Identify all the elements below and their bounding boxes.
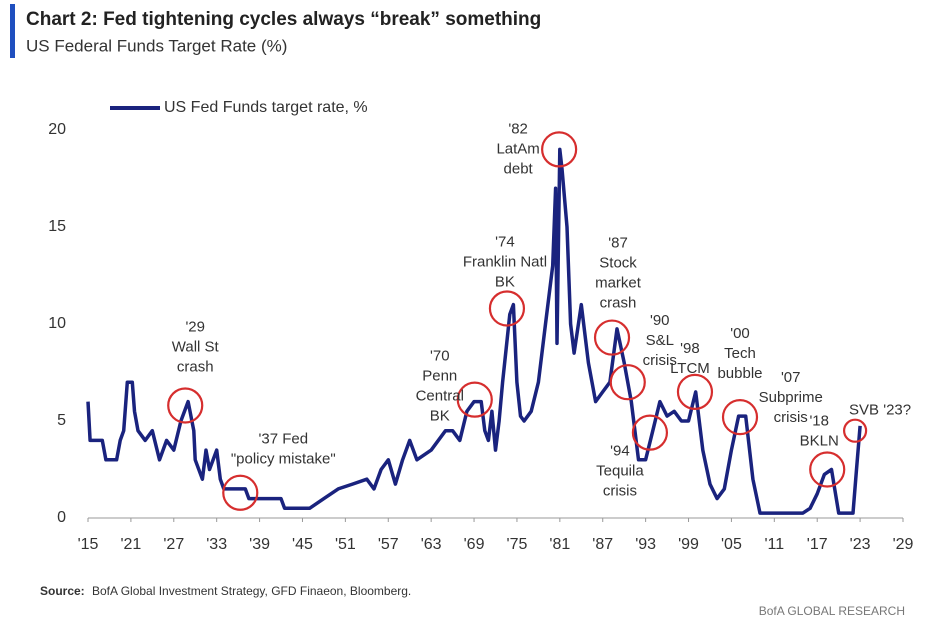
event-label: Tech: [724, 345, 756, 362]
event-circle: [631, 414, 669, 451]
event-label: Wall St: [172, 338, 220, 355]
x-tick-label: '39: [249, 536, 270, 553]
event-label: '29: [185, 318, 205, 335]
event-label: '70: [430, 348, 450, 365]
event-label: Penn: [422, 368, 457, 385]
event-circle: [676, 373, 714, 410]
event-label: '82: [508, 120, 528, 137]
y-tick-label: 5: [57, 412, 66, 429]
event-label: crisis: [643, 352, 677, 369]
event-label: BK: [430, 408, 450, 425]
event-label: '90: [650, 312, 670, 329]
event-circle: [843, 418, 868, 443]
event-label: Franklin Natl: [463, 253, 547, 270]
event-circle: [456, 381, 493, 418]
x-tick-label: '93: [635, 536, 656, 553]
event-label: BK: [495, 273, 515, 290]
x-tick-label: '81: [549, 536, 570, 553]
source: BofA Global Investment Strategy, GFD Fin…: [92, 584, 411, 598]
event-label: '94: [610, 443, 630, 460]
event-label: debt: [504, 160, 534, 177]
event-circle: [222, 474, 259, 511]
event-label: "policy mistake": [231, 451, 336, 468]
event-label: Subprime: [759, 389, 823, 406]
x-tick-label: '29: [893, 536, 914, 553]
event-label: Central: [416, 388, 464, 405]
event-label: '00: [730, 325, 750, 342]
event-label: LatAm: [496, 140, 539, 157]
x-tick-label: '21: [120, 536, 141, 553]
event-label: crisis: [603, 483, 637, 500]
title-accent: [10, 4, 15, 58]
x-tick-label: '57: [378, 536, 399, 553]
event-label: market: [595, 275, 642, 292]
rate-line: [86, 147, 862, 515]
event-label: crash: [600, 295, 637, 312]
event-circle: [721, 399, 759, 436]
event-circle: [609, 364, 646, 401]
y-tick-label: 0: [57, 509, 66, 526]
event-label: '98: [680, 340, 700, 357]
event-label: bubble: [717, 365, 762, 382]
x-tick-label: '05: [721, 536, 742, 553]
x-tick-label: '87: [592, 536, 613, 553]
footer: BofA GLOBAL RESEARCH: [759, 604, 905, 618]
x-tick-label: '27: [163, 536, 184, 553]
event-label: crash: [177, 358, 214, 375]
chart-title: Chart 2: Fed tightening cycles always “b…: [26, 9, 541, 30]
legend-label: US Fed Funds target rate, %: [164, 99, 368, 116]
event-label: '37 Fed: [258, 431, 308, 448]
event-circle: [593, 319, 631, 356]
event-label: '18: [809, 412, 829, 429]
y-tick-label: 20: [48, 121, 66, 138]
x-tick-label: '99: [678, 536, 699, 553]
x-tick-label: '11: [764, 536, 784, 553]
event-circle: [167, 387, 204, 424]
y-tick-label: 10: [48, 315, 66, 332]
x-tick-label: '17: [807, 536, 828, 553]
event-circle: [488, 290, 526, 327]
event-circle: [541, 131, 578, 168]
event-circle: [809, 451, 846, 488]
event-label: LTCM: [670, 360, 710, 377]
x-tick-label: '63: [421, 536, 442, 553]
y-tick-label: 15: [48, 218, 66, 235]
event-label: SVB '23?: [849, 402, 911, 419]
x-tick-label: '75: [507, 536, 528, 553]
event-label: crisis: [774, 409, 808, 426]
event-label: '74: [495, 233, 515, 250]
event-label: BKLN: [800, 432, 839, 449]
event-label: Stock: [599, 255, 637, 272]
event-label: '07: [781, 369, 801, 386]
x-tick-label: '33: [206, 536, 227, 553]
event-label: S&L: [646, 332, 674, 349]
x-tick-label: '23: [850, 536, 871, 553]
event-label: '87: [608, 235, 628, 252]
chart-subtitle: US Federal Funds Target Rate (%): [26, 36, 287, 55]
x-tick-label: '51: [335, 536, 356, 553]
x-tick-label: '69: [464, 536, 485, 553]
source-label: Source:: [40, 584, 85, 598]
event-label: Tequila: [596, 463, 644, 480]
x-tick-label: '15: [78, 536, 99, 553]
x-tick-label: '45: [292, 536, 313, 553]
